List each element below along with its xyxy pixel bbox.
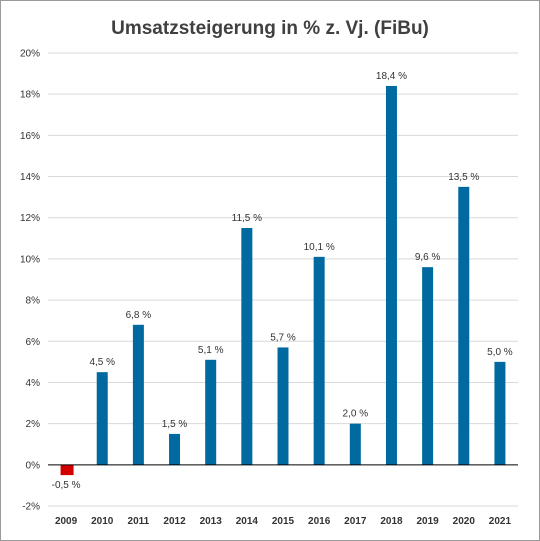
- chart-title: Umsatzsteigerung in % z. Vj. (FiBu): [111, 18, 429, 39]
- x-tick-label: 2017: [344, 516, 367, 527]
- y-tick-label: 12%: [20, 213, 40, 224]
- data-label: 10,1 %: [304, 242, 335, 253]
- bar: [60, 464, 74, 476]
- y-tick-label: 8%: [26, 296, 41, 307]
- x-tick-label: 2013: [200, 516, 223, 527]
- data-label: 5,1 %: [198, 345, 224, 356]
- y-tick-label: 4%: [26, 378, 41, 389]
- y-tick-label: -2%: [22, 502, 40, 513]
- bar: [277, 347, 289, 465]
- data-label: 13,5 %: [448, 172, 479, 183]
- x-tick-label: 2021: [489, 516, 512, 527]
- bar: [313, 256, 325, 465]
- bar: [205, 359, 217, 465]
- x-tick-label: 2009: [55, 516, 78, 527]
- y-tick-label: 16%: [20, 131, 40, 142]
- data-label: 6,8 %: [126, 310, 152, 321]
- y-tick-label: 10%: [20, 254, 40, 265]
- data-label: 5,0 %: [487, 347, 513, 358]
- y-tick-label: 2%: [26, 419, 41, 430]
- y-tick-label: 20%: [20, 49, 40, 60]
- data-label: 4,5 %: [89, 357, 115, 368]
- bar: [494, 361, 506, 465]
- bar: [169, 433, 181, 465]
- bar: [349, 423, 361, 465]
- data-label: 9,6 %: [415, 252, 441, 263]
- x-tick-label: 2015: [272, 516, 295, 527]
- x-tick-label: 2011: [128, 516, 150, 527]
- x-tick-label: 2012: [163, 516, 186, 527]
- x-tick-label: 2018: [380, 516, 403, 527]
- x-tick-label: 2014: [236, 516, 259, 527]
- y-tick-label: 0%: [26, 460, 41, 471]
- data-label: 1,5 %: [162, 419, 188, 430]
- x-tick-label: 2016: [308, 516, 331, 527]
- data-label: 2,0 %: [343, 409, 369, 420]
- y-tick-label: 6%: [26, 337, 41, 348]
- x-tick-label: 2010: [91, 516, 114, 527]
- data-label: 18,4 %: [376, 71, 407, 82]
- x-tick-label: 2020: [453, 516, 476, 527]
- bar: [96, 372, 108, 465]
- bar: [132, 324, 144, 465]
- data-label: 5,7 %: [270, 332, 296, 343]
- bar: [241, 228, 253, 465]
- bar: [422, 267, 434, 465]
- y-tick-label: 18%: [20, 90, 40, 101]
- x-tick-label: 2019: [416, 516, 439, 527]
- data-label: -0,5 %: [52, 480, 81, 491]
- y-tick-label: 14%: [20, 172, 40, 183]
- data-label: 11,5 %: [232, 213, 262, 224]
- bar: [385, 85, 397, 465]
- bar: [458, 186, 470, 465]
